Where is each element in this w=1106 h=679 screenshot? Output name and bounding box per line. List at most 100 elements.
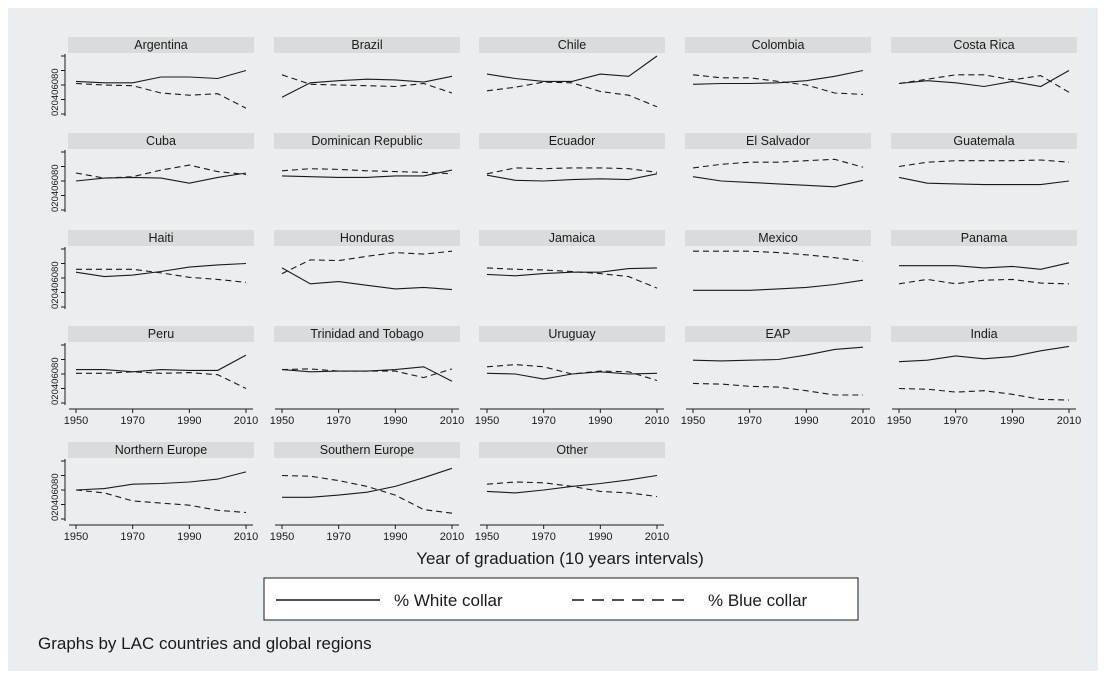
line-white-collar-chile — [486, 55, 658, 82]
panel-title-other: Other — [556, 443, 587, 457]
x-tick-label-other-2010: 2010 — [645, 531, 669, 543]
line-blue-collar-eap — [692, 382, 863, 396]
panel-strip-haiti — [68, 230, 254, 246]
line-blue-collar-southern-europe — [281, 474, 453, 514]
line-white-collar-other — [486, 474, 658, 494]
x-tick-label-trinidad-and-tobago-1970: 1970 — [326, 415, 350, 427]
panel-title-dominican-republic: Dominican Republic — [311, 134, 422, 148]
x-tick-label-northern-europe-1950: 1950 — [64, 531, 88, 543]
line-blue-collar-other — [486, 481, 658, 498]
x-tick-label-other-1950: 1950 — [475, 531, 499, 543]
line-white-collar-argentina — [75, 69, 247, 84]
line-white-collar-costa-rica — [898, 70, 1070, 88]
x-tick-label-peru-1970: 1970 — [120, 415, 144, 427]
line-blue-collar-panama — [898, 278, 1070, 285]
panel-strip-costa-rica — [891, 37, 1077, 53]
panel-title-ecuador: Ecuador — [549, 134, 596, 148]
y-tick-label-cuba-20: 20 — [50, 196, 61, 207]
y-tick-label-cuba-60: 60 — [50, 175, 61, 186]
line-blue-collar-argentina — [75, 82, 247, 109]
panel-strip-ecuador — [479, 133, 665, 149]
y-tick-labels-haiti: 020406080 — [50, 261, 61, 309]
panel-title-el-salvador: El Salvador — [746, 134, 810, 148]
line-blue-collar-haiti — [76, 268, 247, 283]
line-white-collar-mexico — [693, 279, 864, 291]
x-tick-label-eap-1950: 1950 — [681, 415, 705, 427]
legend-label-white-collar: % White collar — [394, 591, 503, 610]
y-tick-labels-northern-europe: 020406080 — [50, 473, 61, 521]
legend-label-blue-collar: % Blue collar — [708, 591, 808, 610]
x-tick-label-southern-europe-2010: 2010 — [440, 531, 464, 543]
line-white-collar-dominican-republic — [281, 169, 453, 178]
panel-strip-other — [479, 442, 665, 458]
y-tick-label-cuba-80: 80 — [50, 164, 61, 175]
line-white-collar-ecuador — [486, 173, 658, 182]
y-tick-label-northern-europe-80: 80 — [50, 473, 61, 484]
panel-title-guatemala: Guatemala — [953, 134, 1014, 148]
x-tick-label-northern-europe-2010: 2010 — [234, 531, 258, 543]
panel-title-jamaica: Jamaica — [549, 231, 596, 245]
x-tick-label-trinidad-and-tobago-1950: 1950 — [270, 415, 294, 427]
panel-title-colombia: Colombia — [752, 38, 805, 52]
panel-strip-peru — [68, 326, 254, 342]
line-white-collar-southern-europe — [282, 467, 453, 498]
x-tick-label-trinidad-and-tobago-2010: 2010 — [440, 415, 464, 427]
panel-strip-northern-europe — [68, 442, 254, 458]
legend-box — [263, 577, 859, 621]
x-tick-label-trinidad-and-tobago-1990: 1990 — [383, 415, 407, 427]
panel-title-northern-europe: Northern Europe — [115, 443, 207, 457]
line-blue-collar-cuba — [75, 164, 247, 179]
x-tick-label-uruguay-1950: 1950 — [475, 415, 499, 427]
y-tick-label-peru-80: 80 — [50, 357, 61, 368]
panel-title-panama: Panama — [961, 231, 1008, 245]
panel-strip-argentina — [68, 37, 254, 53]
line-blue-collar-ecuador — [486, 167, 658, 175]
line-blue-collar-el-salvador — [692, 158, 864, 169]
panel-title-argentina: Argentina — [134, 38, 188, 52]
y-tick-label-northern-europe-60: 60 — [50, 484, 61, 495]
panel-strip-brazil — [274, 37, 460, 53]
y-tick-label-peru-40: 40 — [50, 379, 61, 390]
line-white-collar-eap — [692, 346, 864, 362]
line-white-collar-honduras — [281, 267, 453, 291]
panel-strip-cuba — [68, 133, 254, 149]
x-tick-label-southern-europe-1990: 1990 — [383, 531, 407, 543]
y-tick-label-argentina-40: 40 — [50, 90, 61, 101]
line-white-collar-colombia — [692, 69, 864, 85]
line-white-collar-jamaica — [486, 267, 658, 277]
graphs-by-note: Graphs by LAC countries and global regio… — [38, 634, 372, 653]
line-blue-collar-costa-rica — [898, 74, 1070, 93]
x-axis-title: Year of graduation (10 years intervals) — [416, 549, 704, 568]
panel-title-mexico: Mexico — [758, 231, 798, 245]
y-tick-label-cuba-0: 0 — [50, 207, 61, 212]
panel-strip-mexico — [685, 230, 871, 246]
line-blue-collar-honduras — [281, 250, 453, 275]
line-white-collar-haiti — [75, 262, 247, 278]
x-tick-label-northern-europe-1970: 1970 — [120, 531, 144, 543]
line-blue-collar-colombia — [692, 74, 864, 95]
x-tick-label-other-1970: 1970 — [531, 531, 555, 543]
x-tick-label-peru-1950: 1950 — [64, 415, 88, 427]
panel-title-southern-europe: Southern Europe — [320, 443, 415, 457]
line-blue-collar-northern-europe — [75, 489, 247, 514]
y-tick-label-peru-60: 60 — [50, 368, 61, 379]
y-tick-label-cuba-40: 40 — [50, 186, 61, 197]
y-tick-label-northern-europe-40: 40 — [50, 495, 61, 506]
x-tick-label-southern-europe-1950: 1950 — [270, 531, 294, 543]
panel-title-honduras: Honduras — [340, 231, 394, 245]
y-tick-label-argentina-0: 0 — [50, 111, 61, 116]
panel-title-costa-rica: Costa Rica — [953, 38, 1014, 52]
y-tick-label-haiti-60: 60 — [50, 272, 61, 283]
panel-strip-dominican-republic — [274, 133, 460, 149]
panel-strip-honduras — [274, 230, 460, 246]
line-white-collar-el-salvador — [692, 176, 864, 188]
y-tick-labels-argentina: 020406080 — [50, 68, 61, 116]
x-tick-label-peru-2010: 2010 — [234, 415, 258, 427]
y-tick-labels-cuba: 020406080 — [50, 164, 61, 212]
y-tick-label-northern-europe-20: 20 — [50, 505, 61, 516]
panel-strip-colombia — [685, 37, 871, 53]
line-white-collar-uruguay — [486, 371, 658, 380]
panel-strip-southern-europe — [274, 442, 460, 458]
x-tick-label-eap-1970: 1970 — [737, 415, 761, 427]
